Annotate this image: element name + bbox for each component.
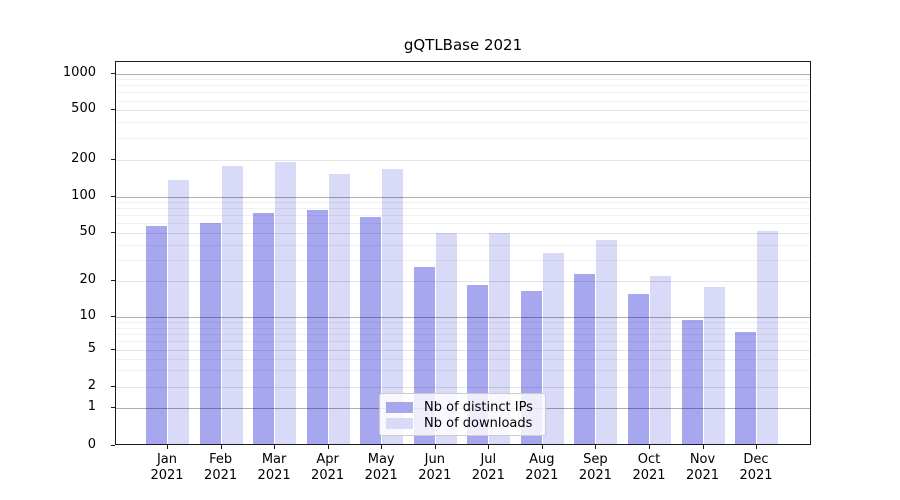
bar-aug-2021-nb-of-downloads (542, 252, 564, 444)
x-tick-mark-sep-2021 (595, 445, 597, 449)
x-tick-mark-may-2021 (381, 445, 383, 449)
legend-swatch-distinct-ips (386, 401, 413, 413)
bar-jan-2021-nb-of-downloads (168, 179, 189, 444)
bar-apr-2021-nb-of-downloads (328, 174, 350, 444)
bars-layer (116, 62, 810, 444)
y-tick-label-5: 5 (87, 340, 96, 356)
y-tick-label-1: 1 (87, 398, 96, 414)
x-tick-mark-dec-2021 (756, 445, 757, 449)
bar-jan-2021-nb-of-distinct-ips (146, 226, 167, 444)
bar-oct-2021-nb-of-distinct-ips (628, 293, 649, 444)
legend-label-downloads: Nb of downloads (424, 415, 533, 431)
y-tick-label-1000: 1000 (62, 64, 96, 80)
y-tick-label-50: 50 (79, 224, 96, 239)
x-tick-mark-nov-2021 (702, 445, 704, 449)
y-tick-label-500: 500 (71, 101, 96, 117)
x-tick-mark-jan-2021 (167, 445, 168, 449)
x-tick-mark-mar-2021 (274, 445, 276, 449)
y-tick-label-0: 0 (87, 437, 96, 452)
bar-dec-2021-nb-of-distinct-ips (735, 331, 756, 444)
x-tick-label-jun-2021: Jun 2021 (418, 452, 452, 483)
x-tick-mark-jun-2021 (434, 445, 436, 449)
x-tick-label-may-2021: May 2021 (364, 452, 398, 483)
x-tick-label-sep-2021: Sep 2021 (578, 452, 612, 483)
x-tick-label-apr-2021: Apr 2021 (311, 452, 345, 483)
x-tick-label-mar-2021: Mar 2021 (257, 452, 291, 483)
y-tick-label-2: 2 (87, 377, 96, 393)
x-tick-mark-apr-2021 (327, 445, 329, 449)
y-tick-label-200: 200 (71, 151, 96, 166)
x-tick-label-feb-2021: Feb 2021 (204, 452, 238, 483)
legend: Nb of distinct IPs Nb of downloads (379, 393, 546, 436)
bar-nov-2021-nb-of-downloads (703, 287, 725, 444)
bar-nov-2021-nb-of-distinct-ips (681, 319, 703, 444)
bar-sep-2021-nb-of-distinct-ips (574, 274, 596, 444)
bar-may-2021-nb-of-downloads (382, 169, 404, 444)
y-tick-label-20: 20 (79, 272, 96, 287)
bar-dec-2021-nb-of-downloads (757, 231, 778, 444)
x-tick-mark-feb-2021 (220, 445, 222, 449)
bar-jun-2021-nb-of-downloads (435, 233, 457, 444)
x-tick-label-jul-2021: Jul 2021 (471, 452, 505, 483)
chart-title: gQTLBase 2021 (403, 36, 523, 54)
legend-swatch-downloads (386, 417, 413, 429)
y-tick-mark-0 (111, 445, 115, 446)
x-tick-label-oct-2021: Oct 2021 (632, 452, 666, 483)
legend-row-downloads: Nb of downloads (386, 415, 537, 431)
bar-mar-2021-nb-of-distinct-ips (253, 212, 275, 444)
bar-sep-2021-nb-of-downloads (596, 240, 618, 444)
bar-feb-2021-nb-of-downloads (221, 165, 243, 444)
bar-apr-2021-nb-of-distinct-ips (306, 209, 328, 444)
x-tick-mark-jul-2021 (488, 445, 490, 449)
bar-feb-2021-nb-of-distinct-ips (199, 223, 221, 444)
bar-oct-2021-nb-of-downloads (650, 276, 671, 444)
legend-label-distinct-ips: Nb of distinct IPs (424, 399, 533, 415)
x-tick-mark-aug-2021 (541, 445, 543, 449)
legend-row-distinct-ips: Nb of distinct IPs (386, 399, 537, 415)
y-tick-label-100: 100 (71, 187, 96, 203)
bar-mar-2021-nb-of-downloads (275, 162, 297, 444)
x-tick-label-dec-2021: Dec 2021 (739, 452, 773, 483)
x-tick-label-nov-2021: Nov 2021 (685, 452, 720, 483)
bar-jul-2021-nb-of-downloads (489, 233, 511, 444)
bar-may-2021-nb-of-distinct-ips (360, 217, 382, 444)
x-tick-label-aug-2021: Aug 2021 (525, 452, 559, 483)
x-tick-label-jan-2021: Jan 2021 (150, 452, 184, 483)
x-tick-mark-oct-2021 (649, 445, 650, 449)
plot-area (115, 61, 811, 445)
y-tick-label-10: 10 (79, 308, 96, 323)
